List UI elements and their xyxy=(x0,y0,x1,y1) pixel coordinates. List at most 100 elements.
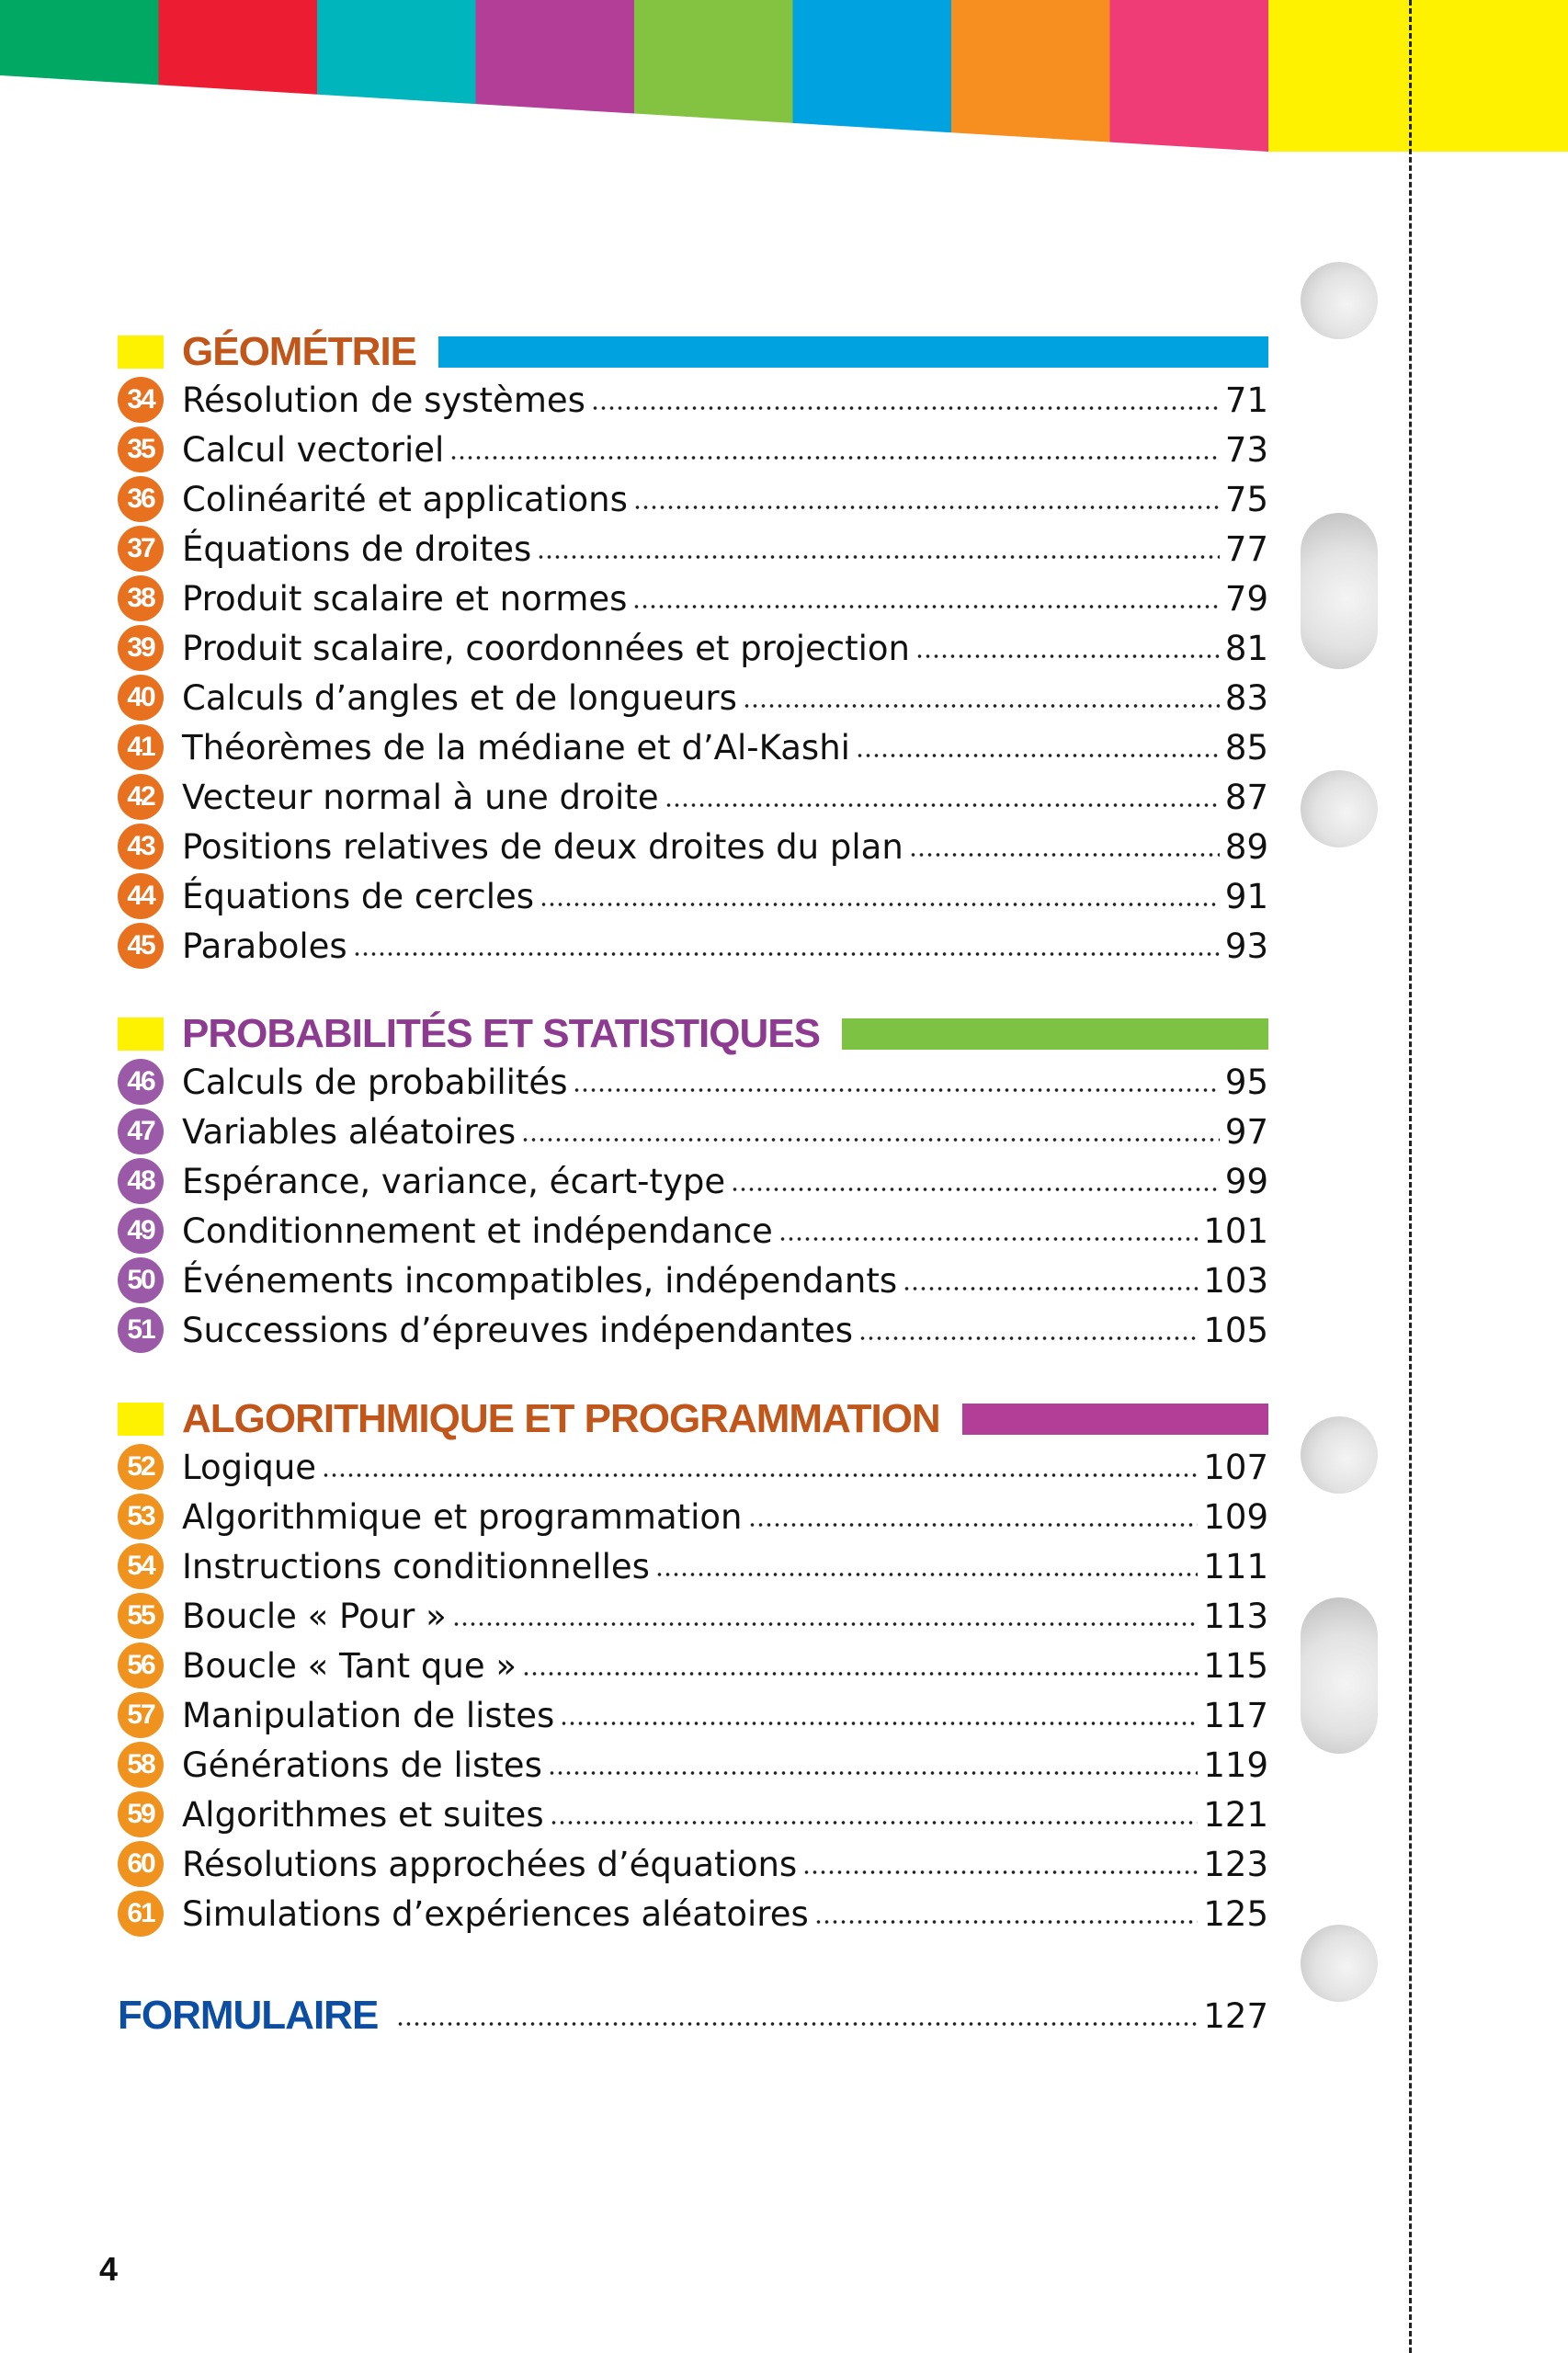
section-title: GÉOMÉTRIE xyxy=(182,329,417,374)
dot-leader xyxy=(632,604,1220,609)
color-band xyxy=(1109,0,1268,152)
dot-leader xyxy=(654,1572,1199,1577)
chapter-number-badge: 44 xyxy=(118,873,164,919)
section-color-bar xyxy=(961,1404,1268,1435)
chapter-number-badge: 36 xyxy=(118,476,164,522)
chapter-number-badge: 39 xyxy=(118,625,164,671)
chapter-title: Boucle « Tant que » xyxy=(182,1645,517,1686)
color-band xyxy=(158,0,317,95)
toc-entry[interactable]: 58 Générations de listes 119 xyxy=(118,1740,1268,1790)
toc-entry[interactable]: 40 Calculs d’angles et de longueurs 83 xyxy=(118,673,1268,722)
toc-entry[interactable]: 52 Logique 107 xyxy=(118,1442,1268,1492)
toc-entry[interactable]: 53 Algorithmique et programmation 109 xyxy=(118,1492,1268,1541)
toc-entry[interactable]: 57 Manipulation de listes 117 xyxy=(118,1690,1268,1740)
toc-entry[interactable]: 42 Vecteur normal à une droite 87 xyxy=(118,772,1268,822)
toc-entry[interactable]: 60 Résolutions approchées d’équations 12… xyxy=(118,1839,1268,1889)
color-band xyxy=(0,0,159,85)
toc-entry-formulaire[interactable]: FORMULAIRE 127 xyxy=(118,1990,1268,2041)
toc-entry[interactable]: 54 Instructions conditionnelles 111 xyxy=(118,1541,1268,1591)
chapter-title: Variables aléatoires xyxy=(182,1111,517,1152)
dot-leader xyxy=(540,902,1220,907)
page-ref: 95 xyxy=(1224,1062,1268,1102)
chapter-title: Événements incompatibles, indépendants xyxy=(182,1260,898,1301)
dot-leader xyxy=(396,2021,1199,2027)
toc-entry[interactable]: 38 Produit scalaire et normes 79 xyxy=(118,574,1268,623)
chapter-number-badge: 47 xyxy=(118,1108,164,1154)
page-ref: 127 xyxy=(1203,1995,1268,2036)
page-ref: 123 xyxy=(1203,1844,1268,1884)
section-title: ALGORITHMIQUE ET PROGRAMMATION xyxy=(182,1396,941,1441)
dot-leader xyxy=(451,1621,1199,1627)
chapter-title: Boucle « Pour » xyxy=(182,1596,447,1636)
chapter-title: Espérance, variance, écart-type xyxy=(182,1161,726,1201)
toc-entry[interactable]: 48 Espérance, variance, écart-type 99 xyxy=(118,1156,1268,1206)
dot-leader xyxy=(449,455,1220,460)
page-ref: 99 xyxy=(1224,1161,1268,1201)
chapter-title: Calculs d’angles et de longueurs xyxy=(182,677,737,718)
section-title: PROBABILITÉS ET STATISTIQUES xyxy=(182,1011,821,1056)
toc-entry[interactable]: 61 Simulations d’expériences aléatoires … xyxy=(118,1889,1268,1938)
dot-leader xyxy=(813,1919,1199,1925)
chapter-title: Calculs de probabilités xyxy=(182,1062,568,1102)
binder-hole xyxy=(1301,1416,1378,1494)
chapter-title: Conditionnement et indépendance xyxy=(182,1211,773,1251)
toc-entry[interactable]: 35 Calcul vectoriel 73 xyxy=(118,425,1268,474)
cut-line xyxy=(1409,0,1412,2353)
toc-entry[interactable]: 55 Boucle « Pour » 113 xyxy=(118,1591,1268,1641)
toc-entry[interactable]: 37 Équations de droites 77 xyxy=(118,524,1268,574)
chapter-number-badge: 50 xyxy=(118,1257,164,1303)
page-ref: 103 xyxy=(1203,1260,1268,1301)
chapter-number-badge: 59 xyxy=(118,1791,164,1837)
binder-hole xyxy=(1301,1597,1378,1754)
chapter-title: Équations de cercles xyxy=(182,876,535,916)
chapter-number-badge: 42 xyxy=(118,774,164,820)
chapter-number-badge: 60 xyxy=(118,1841,164,1887)
page-number: 4 xyxy=(99,2250,119,2288)
chapter-number-badge: 41 xyxy=(118,724,164,770)
page-ref: 115 xyxy=(1203,1645,1268,1686)
page-ref: 81 xyxy=(1224,628,1268,668)
chapter-number-badge: 48 xyxy=(118,1158,164,1204)
toc-entry[interactable]: 46 Calculs de probabilités 95 xyxy=(118,1057,1268,1107)
color-band-header xyxy=(0,0,1568,152)
dot-leader xyxy=(778,1236,1199,1242)
toc-entry[interactable]: 50 Événements incompatibles, indépendant… xyxy=(118,1256,1268,1305)
yellow-square-marker xyxy=(118,335,164,369)
color-band xyxy=(634,0,793,123)
dot-leader xyxy=(352,951,1220,957)
toc-entry[interactable]: 44 Équations de cercles 91 xyxy=(118,871,1268,921)
chapter-title: Positions relatives de deux droites du p… xyxy=(182,826,903,867)
dot-leader xyxy=(632,505,1220,510)
chapter-number-badge: 46 xyxy=(118,1059,164,1105)
section-algorithmique: ALGORITHMIQUE ET PROGRAMMATION 52 Logiqu… xyxy=(118,1396,1268,1938)
color-band xyxy=(792,0,951,133)
toc-entry[interactable]: 51 Successions d’épreuves indépendantes … xyxy=(118,1305,1268,1355)
dot-leader xyxy=(908,852,1220,858)
toc-entry[interactable]: 43 Positions relatives de deux droites d… xyxy=(118,822,1268,871)
toc-entry[interactable]: 36 Colinéarité et applications 75 xyxy=(118,474,1268,524)
page-ref: 111 xyxy=(1203,1546,1268,1586)
chapter-number-badge: 37 xyxy=(118,526,164,572)
chapter-number-badge: 52 xyxy=(118,1444,164,1490)
binder-hole xyxy=(1301,262,1378,339)
toc-entry[interactable]: 34 Résolution de systèmes 71 xyxy=(118,375,1268,425)
color-band xyxy=(475,0,634,114)
toc-entry[interactable]: 47 Variables aléatoires 97 xyxy=(118,1107,1268,1156)
page-ref: 83 xyxy=(1224,677,1268,718)
yellow-tab xyxy=(1268,0,1568,152)
toc-entry[interactable]: 49 Conditionnement et indépendance 101 xyxy=(118,1206,1268,1256)
toc-entry[interactable]: 41 Théorèmes de la médiane et d’Al-Kashi… xyxy=(118,722,1268,772)
chapter-title: Paraboles xyxy=(182,926,347,966)
chapter-number-badge: 58 xyxy=(118,1742,164,1788)
toc-entry[interactable]: 39 Produit scalaire, coordonnées et proj… xyxy=(118,623,1268,673)
chapter-number-badge: 57 xyxy=(118,1692,164,1738)
toc-entry[interactable]: 59 Algorithmes et suites 121 xyxy=(118,1790,1268,1839)
dot-leader xyxy=(322,1472,1199,1478)
dot-leader xyxy=(537,554,1220,560)
toc-entry[interactable]: 45 Paraboles 93 xyxy=(118,921,1268,971)
page-ref: 119 xyxy=(1203,1745,1268,1785)
chapter-number-badge: 34 xyxy=(118,377,164,423)
toc-entry[interactable]: 56 Boucle « Tant que » 115 xyxy=(118,1641,1268,1690)
page-ref: 75 xyxy=(1224,479,1268,519)
chapter-title: Produit scalaire, coordonnées et project… xyxy=(182,628,910,668)
